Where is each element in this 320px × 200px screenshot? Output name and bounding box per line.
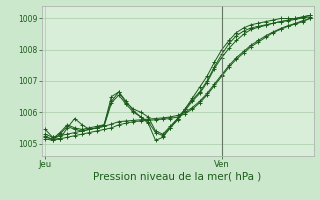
X-axis label: Pression niveau de la mer( hPa ): Pression niveau de la mer( hPa ) <box>93 172 262 182</box>
